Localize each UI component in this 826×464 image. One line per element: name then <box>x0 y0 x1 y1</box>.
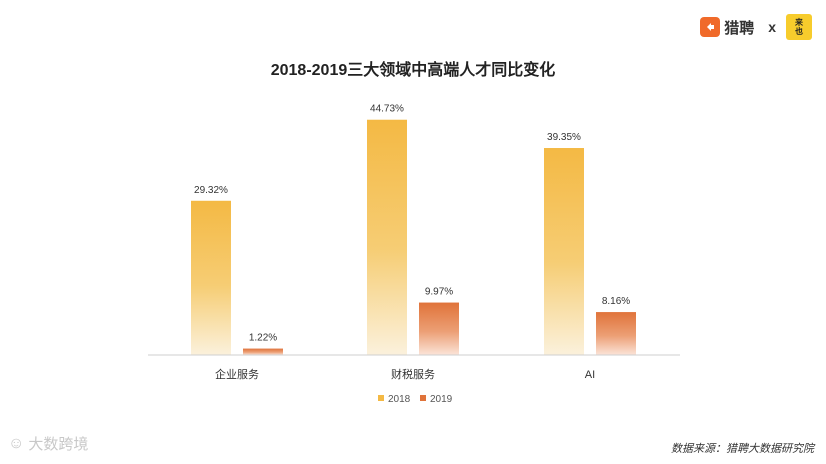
x-tick-label-1: 财税服务 <box>391 367 435 381</box>
bar-2019-2 <box>596 312 636 355</box>
data-label-2019-1: 9.97% <box>425 287 453 298</box>
data-label-2018-0: 29.32% <box>194 185 228 196</box>
bar-2018-0 <box>191 200 231 355</box>
data-label-2019-0: 1.22% <box>249 333 277 344</box>
legend-swatch-2018 <box>378 395 384 401</box>
brand-logos: 猎聘 x 来 也 <box>700 14 812 40</box>
bar-2018-2 <box>544 148 584 355</box>
laiye-logo: 来 也 <box>786 14 812 40</box>
logo-separator: x <box>768 19 776 35</box>
legend-label-2018: 2018 <box>388 394 411 405</box>
watermark: ☺ 大数跨境 <box>8 433 88 454</box>
data-label-2018-2: 39.35% <box>547 132 581 143</box>
data-source: 数据来源：猎聘大数据研究院 <box>671 443 814 455</box>
bar-2019-0 <box>243 348 283 355</box>
legend-label-2019: 2019 <box>430 394 453 405</box>
bar-2019-1 <box>419 302 459 355</box>
bar-2018-1 <box>367 119 407 355</box>
liepin-logo-text: 猎聘 <box>724 19 755 37</box>
legend-swatch-2019 <box>420 395 426 401</box>
legend: 2018 2019 <box>378 394 453 405</box>
data-label-2019-2: 8.16% <box>602 296 630 307</box>
chart-title: 2018-2019三大领域中高端人才同比变化 <box>270 62 556 79</box>
watermark-logo-icon: ☺ <box>8 434 25 452</box>
data-label-2018-1: 44.73% <box>370 104 404 115</box>
x-tick-label-2: AI <box>585 369 595 381</box>
watermark-text: 大数跨境 <box>28 436 89 453</box>
x-tick-label-0: 企业服务 <box>215 367 259 381</box>
liepin-logo-icon <box>700 17 721 37</box>
